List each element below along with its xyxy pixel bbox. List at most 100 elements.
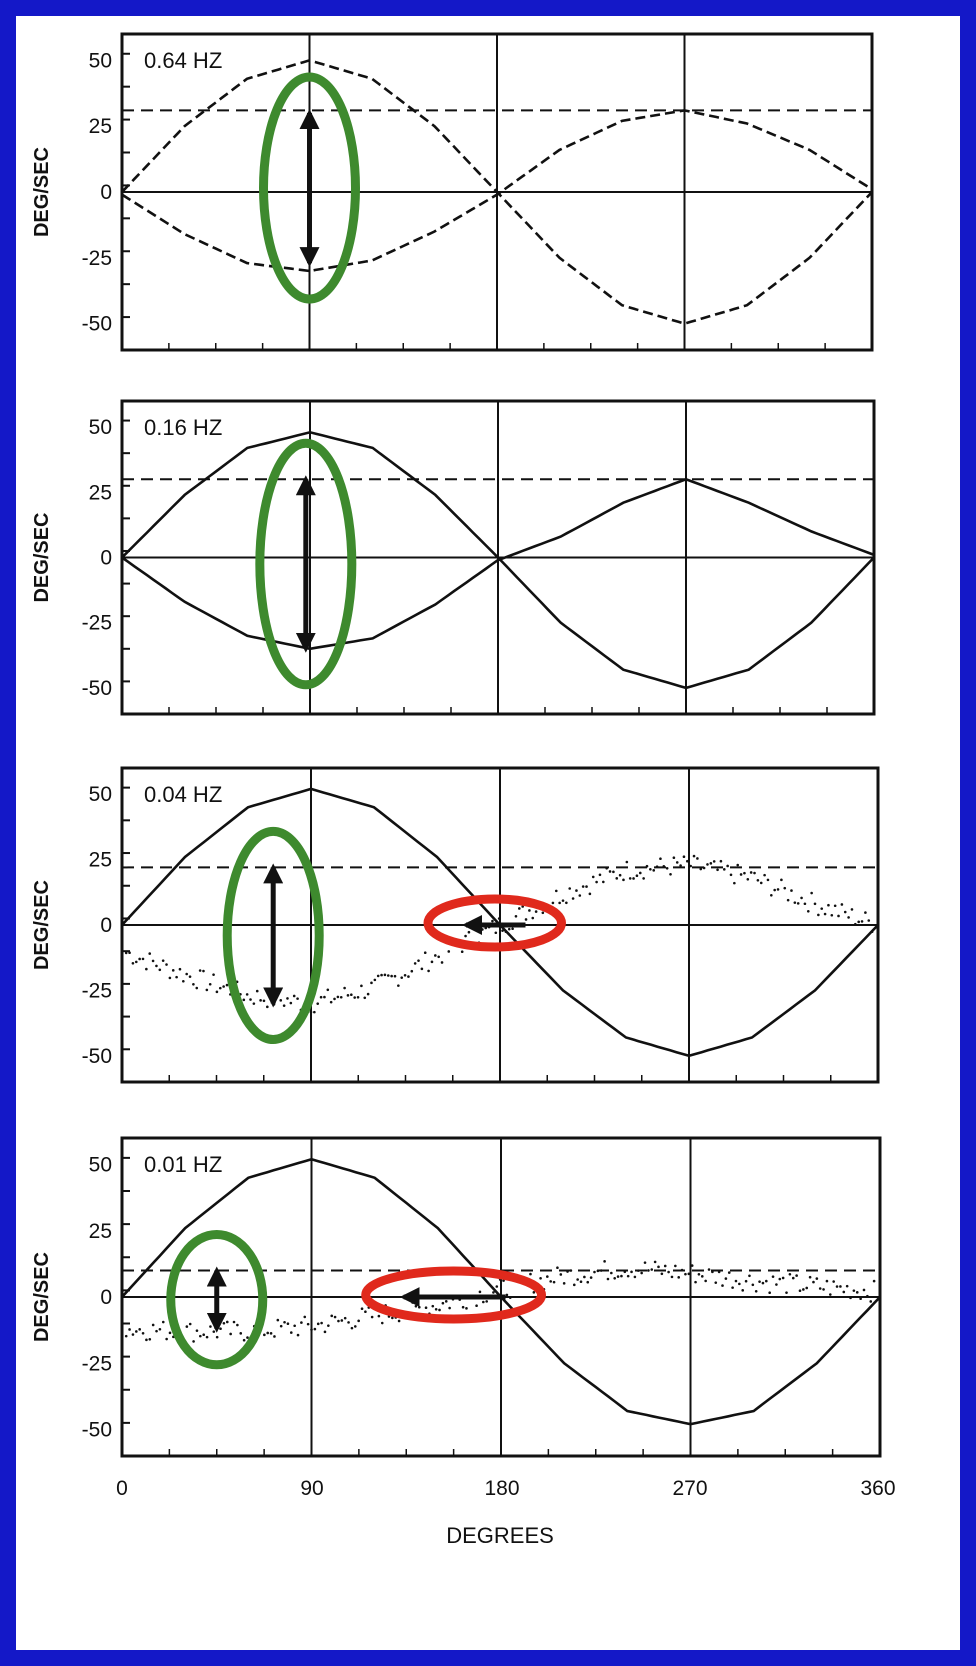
data-point	[815, 1277, 819, 1280]
data-point	[175, 975, 178, 979]
data-point	[360, 1307, 364, 1311]
data-point	[665, 866, 669, 870]
data-point	[209, 1325, 212, 1328]
data-point	[722, 868, 726, 871]
data-point	[561, 899, 565, 902]
data-point	[839, 1285, 842, 1288]
data-point	[300, 1321, 303, 1324]
data-point	[242, 1338, 246, 1342]
data-point	[465, 1307, 468, 1310]
data-point	[501, 929, 504, 932]
data-point	[269, 1332, 273, 1335]
data-point	[168, 976, 172, 980]
data-point	[124, 1334, 128, 1338]
data-point	[783, 886, 787, 890]
data-point	[859, 1297, 862, 1301]
data-point	[296, 997, 299, 1000]
data-point	[263, 1333, 266, 1337]
data-point	[276, 989, 279, 993]
data-point	[790, 889, 793, 892]
data-point	[366, 992, 370, 996]
data-point	[864, 911, 867, 914]
data-point	[556, 1266, 559, 1269]
chart-panel-2: 50 25 0 -25 -50 DEG/SEC 0.16 HZ	[31, 399, 876, 716]
chart-panel-1: 50 25 0 -25 -50 DEG/SEC 0.64 HZ	[31, 32, 874, 352]
data-point	[363, 996, 367, 1000]
data-point	[134, 960, 138, 964]
data-point	[692, 854, 696, 858]
data-point	[786, 898, 790, 902]
data-point	[833, 904, 837, 908]
data-point	[171, 969, 175, 972]
data-point	[440, 961, 444, 964]
data-point	[709, 862, 713, 865]
data-point	[765, 1279, 768, 1283]
y-tick-label: -50	[82, 677, 112, 700]
data-point	[869, 1300, 873, 1303]
data-point	[279, 999, 283, 1002]
data-point	[386, 974, 390, 977]
data-point	[630, 1270, 633, 1274]
data-point	[736, 863, 740, 867]
data-point	[377, 1314, 381, 1318]
data-point	[262, 999, 266, 1003]
data-point	[225, 983, 229, 987]
data-point	[218, 986, 222, 990]
data-point	[603, 1260, 606, 1263]
data-point	[612, 870, 615, 874]
data-point	[505, 1293, 509, 1297]
data-point	[485, 1300, 488, 1303]
data-point	[756, 878, 760, 882]
data-point	[492, 1291, 495, 1294]
data-point	[583, 1275, 586, 1279]
data-point	[803, 902, 807, 906]
data-point	[585, 885, 588, 888]
data-point	[818, 1287, 822, 1290]
data-point	[205, 1335, 209, 1339]
data-point	[168, 1331, 172, 1335]
data-point	[640, 1271, 643, 1275]
data-point	[507, 927, 511, 931]
data-point	[813, 902, 817, 906]
data-point	[286, 997, 289, 1000]
data-point	[559, 1273, 563, 1276]
data-point	[282, 1004, 286, 1007]
x-tick-label-0: 0	[116, 1477, 128, 1500]
data-point	[323, 995, 326, 999]
y-tick-label: 50	[89, 416, 112, 439]
data-point	[675, 861, 679, 864]
data-point	[613, 1277, 616, 1280]
data-point	[319, 995, 323, 999]
response-curve	[121, 477, 875, 651]
data-point	[222, 1321, 226, 1325]
data-point	[316, 1322, 320, 1326]
data-point	[293, 1324, 296, 1328]
data-point	[313, 1327, 317, 1331]
data-point	[158, 1327, 162, 1331]
data-point	[495, 1285, 499, 1288]
data-point	[529, 1272, 532, 1276]
data-point	[832, 1280, 835, 1283]
data-point	[195, 986, 199, 990]
data-point	[232, 1320, 236, 1324]
data-point	[353, 996, 356, 999]
data-point	[562, 1282, 566, 1285]
data-point	[781, 1276, 785, 1280]
data-point	[696, 857, 699, 860]
y-tick-label: -25	[82, 612, 112, 635]
data-point	[575, 889, 578, 892]
data-point	[669, 873, 672, 876]
data-point	[650, 1268, 654, 1271]
data-point	[653, 1260, 657, 1264]
data-point	[552, 1280, 556, 1284]
data-point	[820, 907, 824, 910]
data-point	[427, 969, 430, 973]
velocity-phase-figure: 50 25 0 -25 -50 DEG/SEC 0.64 HZ 50 25 0 -25 -50 DEG/…	[31, 32, 896, 1548]
data-point	[660, 1272, 664, 1276]
data-point	[494, 931, 498, 935]
data-point	[128, 951, 131, 955]
data-point	[684, 1272, 687, 1276]
data-point	[812, 1280, 815, 1284]
data-point	[518, 907, 521, 910]
data-point	[534, 910, 538, 913]
